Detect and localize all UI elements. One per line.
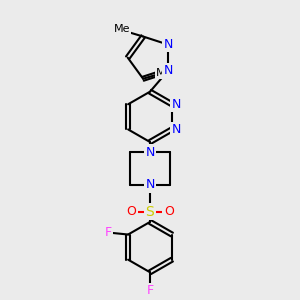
Text: S: S (146, 205, 154, 219)
Text: Me: Me (113, 24, 130, 34)
Text: O: O (164, 205, 174, 218)
Text: N: N (163, 38, 173, 51)
Text: N: N (163, 64, 173, 77)
Text: N: N (145, 146, 155, 159)
Text: Me: Me (156, 68, 173, 78)
Text: F: F (146, 284, 154, 297)
Text: N: N (172, 98, 181, 111)
Text: N: N (172, 123, 181, 136)
Text: F: F (105, 226, 112, 239)
Text: N: N (145, 178, 155, 191)
Text: O: O (126, 205, 136, 218)
